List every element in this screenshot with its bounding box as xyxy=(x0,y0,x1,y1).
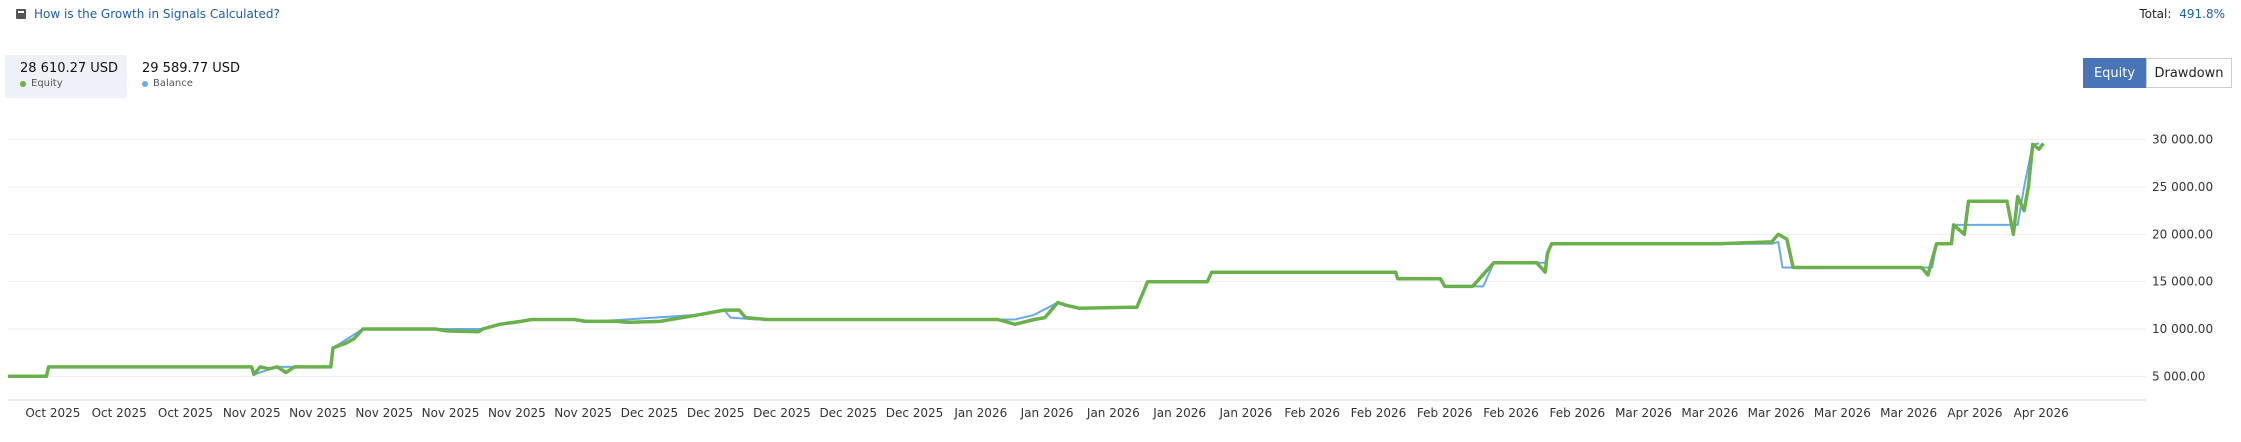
help-link[interactable]: How is the Growth in Signals Calculated? xyxy=(16,7,280,21)
x-tick-label: Oct 2025 xyxy=(25,406,80,420)
x-tick-label: Mar 2026 xyxy=(1748,406,1805,420)
total-value: 491.8% xyxy=(2179,7,2225,21)
x-tick-label: Jan 2026 xyxy=(1152,406,1206,420)
x-tick-label: Dec 2025 xyxy=(687,406,745,420)
y-tick-label: 5 000.00 xyxy=(2152,369,2205,383)
x-tick-label: Dec 2025 xyxy=(753,406,811,420)
x-tick-label: Mar 2026 xyxy=(1814,406,1871,420)
x-tick-label: Nov 2025 xyxy=(223,406,281,420)
balance-label: Balance xyxy=(153,78,193,89)
balance-amount: 29 589.77 USD xyxy=(142,61,241,76)
x-tick-label: Nov 2025 xyxy=(554,406,612,420)
x-tick-label: Mar 2026 xyxy=(1681,406,1738,420)
x-tick-label: Jan 2026 xyxy=(953,406,1007,420)
equity-label: Equity xyxy=(31,78,63,89)
drawdown-mode-button[interactable]: Drawdown xyxy=(2146,58,2232,88)
equity-chart: 5 000.00 10 000.00 15 000.00 20 000.00 25 00… xyxy=(8,133,2213,420)
x-tick-label: Dec 2025 xyxy=(886,406,944,420)
equity-series-line xyxy=(8,142,2045,379)
y-tick-label: 25 000.00 xyxy=(2152,180,2213,194)
y-tick-label: 10 000.00 xyxy=(2152,322,2213,336)
x-tick-label: Nov 2025 xyxy=(422,406,480,420)
x-tick-label: Oct 2025 xyxy=(158,406,213,420)
y-tick-label: 20 000.00 xyxy=(2152,227,2213,241)
calculator-icon xyxy=(16,9,26,19)
x-tick-label: Jan 2026 xyxy=(1086,406,1140,420)
x-tick-label: Nov 2025 xyxy=(488,406,546,420)
legend-equity[interactable]: 28 610.27 USD Equity xyxy=(5,55,127,98)
chart-mode-switch: Equity Drawdown xyxy=(2083,58,2232,88)
equity-amount: 28 610.27 USD xyxy=(20,61,119,76)
balance-dot-icon xyxy=(142,80,148,87)
x-tick-label: Nov 2025 xyxy=(355,406,413,420)
y-tick-label: 30 000.00 xyxy=(2152,133,2213,147)
x-tick-label: Nov 2025 xyxy=(289,406,347,420)
x-tick-label: Dec 2025 xyxy=(819,406,877,420)
x-tick-label: Mar 2026 xyxy=(1615,406,1672,420)
x-tick-label: Feb 2026 xyxy=(1351,406,1407,420)
x-tick-label: Dec 2025 xyxy=(621,406,679,420)
x-tick-label: Feb 2026 xyxy=(1483,406,1539,420)
x-tick-label: Jan 2026 xyxy=(1020,406,1074,420)
x-tick-label: Jan 2026 xyxy=(1218,406,1272,420)
x-tick-label: Apr 2026 xyxy=(2014,406,2069,420)
x-tick-label: Mar 2026 xyxy=(1880,406,1937,420)
x-tick-label: Feb 2026 xyxy=(1549,406,1605,420)
x-tick-label: Oct 2025 xyxy=(92,406,147,420)
x-tick-label: Apr 2026 xyxy=(1947,406,2002,420)
legend-balance[interactable]: 29 589.77 USD Balance xyxy=(127,55,257,98)
help-link-text[interactable]: How is the Growth in Signals Calculated? xyxy=(34,7,280,21)
balance-series-line xyxy=(8,142,2040,378)
x-tick-label: Feb 2026 xyxy=(1417,406,1473,420)
total-growth: Total: 491.8% xyxy=(2139,7,2225,21)
equity-dot-icon xyxy=(20,80,26,87)
equity-mode-button[interactable]: Equity xyxy=(2083,58,2146,88)
total-label: Total: xyxy=(2139,7,2172,21)
x-tick-label: Feb 2026 xyxy=(1284,406,1340,420)
y-tick-label: 15 000.00 xyxy=(2152,275,2213,289)
